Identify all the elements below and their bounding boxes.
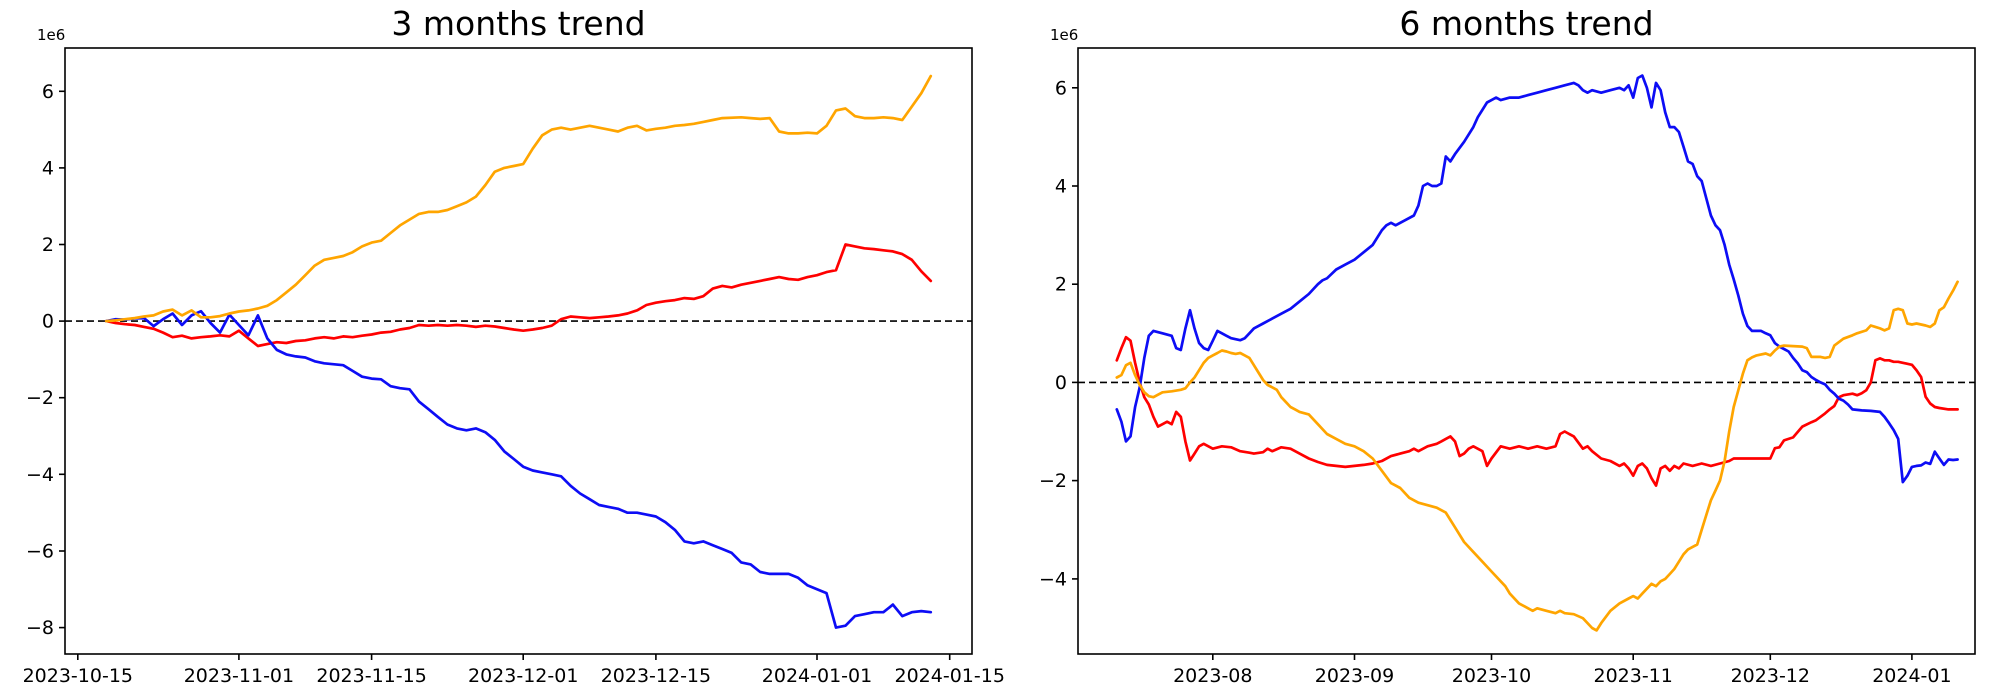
plot-area-3-months: 2023-10-15 2023-11-01 2023-11-15 2023-12-01… xyxy=(23,26,1005,687)
chart-6-months-y-tick-label: 0 xyxy=(1055,372,1067,394)
chart-6-months-y-tick-label: 2 xyxy=(1055,274,1067,296)
chart-3-months-x-tick-label: 2023-11-01 xyxy=(184,665,294,687)
chart-3-months-x-tick-label: 2024-01-15 xyxy=(894,665,1004,687)
chart-6-months-y-tick-label: 4 xyxy=(1055,176,1067,198)
chart-6-months-x-tick-label: 2023-11 xyxy=(1594,665,1673,687)
chart-6-months-y-tick-label: 6 xyxy=(1055,77,1067,99)
chart-3-months-y-tick-label: −8 xyxy=(26,617,54,639)
chart-3-months-y-tick-label: −2 xyxy=(26,387,54,409)
chart-3-months-line-blue xyxy=(104,309,933,629)
chart-6-months-axes-spines xyxy=(1077,47,1976,655)
chart-3-months-y-tick-label: 4 xyxy=(42,157,54,179)
chart-6-months-line-orange xyxy=(1115,280,1959,632)
chart-6-months-line-blue xyxy=(1115,74,1959,484)
chart-title-3-months: 3 months trend xyxy=(391,4,646,43)
chart-3-months-trend: 3 months trend 2023-10-15 2023-11-01 2023-… xyxy=(23,4,1005,687)
chart-6-months-y-axis-offset-label: 1e6 xyxy=(1050,26,1078,44)
plot-area-6-months: 2023-08 2023-09 2023-10 2023-11 2023-12 2024-… xyxy=(1039,26,1976,687)
chart-3-months-x-tick-label: 2023-12-01 xyxy=(468,665,578,687)
chart-6-months-x-tick-label: 2023-09 xyxy=(1315,665,1394,687)
chart-6-months-x-tick-label: 2023-08 xyxy=(1173,665,1252,687)
chart-3-months-y-tick-label: 2 xyxy=(42,234,54,256)
chart-3-months-y-axis-offset-label: 1e6 xyxy=(37,26,65,44)
chart-6-months-x-tick-label: 2024-01 xyxy=(1872,665,1951,687)
chart-3-months-x-tick-label: 2023-12-15 xyxy=(601,665,711,687)
chart-3-months-line-orange xyxy=(104,74,933,323)
chart-6-months-x-tick-label: 2023-10 xyxy=(1452,665,1531,687)
chart-3-months-y-tick-label: −4 xyxy=(26,464,54,486)
chart-3-months-y-tick-label: 6 xyxy=(42,81,54,103)
chart-3-months-axes-spines xyxy=(64,47,973,655)
chart-6-months-y-tick-label: −2 xyxy=(1039,470,1067,492)
chart-6-months-x-tick-label: 2023-12 xyxy=(1731,665,1810,687)
chart-3-months-x-tick-label: 2024-01-01 xyxy=(762,665,872,687)
chart-3-months-x-tick-label: 2023-10-15 xyxy=(23,665,133,687)
chart-3-months-y-tick-label: −6 xyxy=(26,541,54,563)
chart-6-months-y-tick-label: −4 xyxy=(1039,568,1067,590)
chart-3-months-x-tick-label: 2023-11-15 xyxy=(316,665,426,687)
chart-3-months-y-tick-label: 0 xyxy=(42,311,54,333)
chart-6-months-trend: 6 months trend 2023-08 2023-09 2023-10 2023… xyxy=(1000,0,2000,700)
chart-title-6-months: 6 months trend xyxy=(1399,4,1654,43)
chart-6-months-line-red xyxy=(1115,335,1959,487)
chart-3-months-line-red xyxy=(104,243,933,348)
